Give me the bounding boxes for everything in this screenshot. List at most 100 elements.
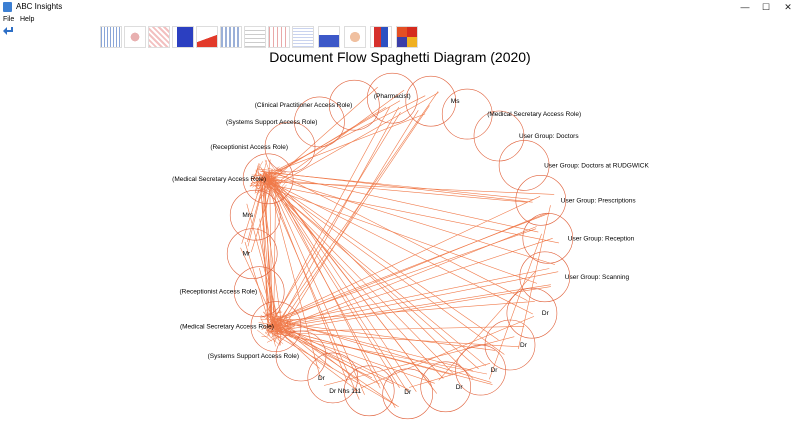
node-circle[interactable] <box>242 153 294 205</box>
circle-thumbnail[interactable] <box>344 26 366 48</box>
flow-line <box>273 91 439 329</box>
flow-line <box>263 177 273 329</box>
flow-line <box>266 175 431 386</box>
node-circle[interactable] <box>275 330 327 382</box>
flow-line <box>266 113 426 176</box>
node-circle[interactable] <box>343 365 395 417</box>
flow-line <box>247 178 265 242</box>
node-circle[interactable] <box>455 344 506 396</box>
flow-line <box>259 173 269 320</box>
stacked-bar-thumbnail[interactable] <box>220 26 242 48</box>
network-thumbnail[interactable] <box>268 26 290 48</box>
flow-line <box>269 172 534 200</box>
menu-file[interactable]: File <box>3 16 15 23</box>
red-area-thumbnail[interactable] <box>196 26 218 48</box>
node-circle[interactable] <box>405 75 457 127</box>
flow-line <box>283 271 559 327</box>
flow-line <box>268 170 417 392</box>
node-circle[interactable] <box>366 72 418 124</box>
flow-line <box>489 233 542 380</box>
scatter-thumbnail[interactable] <box>124 26 146 48</box>
flow-line <box>261 177 505 355</box>
node-circle[interactable] <box>229 189 281 241</box>
flow-line <box>438 270 537 381</box>
flow-line <box>279 284 551 328</box>
flow-line <box>278 327 292 329</box>
flow-line <box>270 176 556 265</box>
flow-line <box>280 330 435 384</box>
node-circles <box>226 72 574 420</box>
flow-line <box>281 105 430 323</box>
maximize-button[interactable]: ☐ <box>761 2 771 12</box>
flow-line <box>272 321 496 351</box>
flow-line <box>271 326 394 385</box>
flow-line <box>265 171 408 393</box>
node-circle[interactable] <box>506 287 558 339</box>
flow-line <box>275 301 535 322</box>
flow-line <box>280 328 453 376</box>
node-label: Dr <box>318 375 326 382</box>
flow-line <box>268 326 525 332</box>
flow-line <box>277 286 551 332</box>
flow-line <box>252 161 264 180</box>
node-circle[interactable] <box>250 301 302 352</box>
flow-line <box>260 170 539 233</box>
node-circle[interactable] <box>294 96 345 148</box>
flow-line <box>271 182 396 408</box>
node-label: Dr <box>456 384 464 391</box>
flow-line <box>273 92 439 187</box>
flow-line <box>409 363 491 388</box>
node-circle[interactable] <box>519 251 571 303</box>
diagram-title: Document Flow Spaghetti Diagram (2020) <box>269 49 531 65</box>
back-arrow-icon[interactable] <box>2 26 14 37</box>
tree-thumbnail[interactable] <box>292 26 314 48</box>
node-label: Dr <box>404 389 412 396</box>
node-circle[interactable] <box>307 352 359 404</box>
flow-line <box>267 313 270 336</box>
node-circle[interactable] <box>522 213 574 264</box>
flow-line <box>262 106 387 182</box>
node-circle[interactable] <box>515 175 567 226</box>
funnel-thumbnail[interactable] <box>370 26 392 48</box>
blue-area-thumbnail[interactable] <box>318 26 340 48</box>
flow-line <box>323 336 515 386</box>
flow-line <box>246 203 279 321</box>
node-circle[interactable] <box>441 88 493 140</box>
flow-line <box>264 178 533 315</box>
flow-line <box>261 178 444 379</box>
flow-line <box>262 175 499 341</box>
node-circle[interactable] <box>484 319 536 371</box>
node-circle[interactable] <box>498 140 550 191</box>
red-scatter-thumbnail[interactable] <box>148 26 170 48</box>
node-label: User Group: Prescriptions <box>561 197 637 204</box>
timeline-thumbnail[interactable] <box>244 26 266 48</box>
node-label: Dr Nhs 111 <box>329 388 361 395</box>
minimize-button[interactable]: — <box>740 2 750 12</box>
flow-line <box>264 331 279 345</box>
bar-chart-thumbnail[interactable] <box>100 26 122 48</box>
node-circle[interactable] <box>420 361 472 413</box>
node-circle[interactable] <box>264 121 316 173</box>
heatmap-thumbnail[interactable] <box>396 26 418 48</box>
node-circle[interactable] <box>382 368 434 420</box>
node-circle[interactable] <box>473 110 525 162</box>
flow-line <box>268 184 486 367</box>
node-label: User Group: Doctors <box>519 133 579 140</box>
flow-line <box>275 171 528 301</box>
flow-line <box>269 212 550 322</box>
node-label: User Group: Scanning <box>565 274 630 281</box>
flow-line <box>247 173 267 247</box>
flow-line <box>269 112 401 327</box>
node-circle[interactable] <box>233 266 285 318</box>
flow-line <box>263 185 538 284</box>
blue-bar-thumbnail[interactable] <box>172 26 194 48</box>
flow-line <box>281 326 334 370</box>
node-circle[interactable] <box>226 228 278 279</box>
menu-help[interactable]: Help <box>20 16 35 23</box>
node-circle[interactable] <box>328 79 380 131</box>
close-button[interactable]: ✕ <box>784 2 792 12</box>
node-label: Dr <box>542 310 550 317</box>
flow-line <box>272 332 399 408</box>
flow-line <box>278 196 541 319</box>
